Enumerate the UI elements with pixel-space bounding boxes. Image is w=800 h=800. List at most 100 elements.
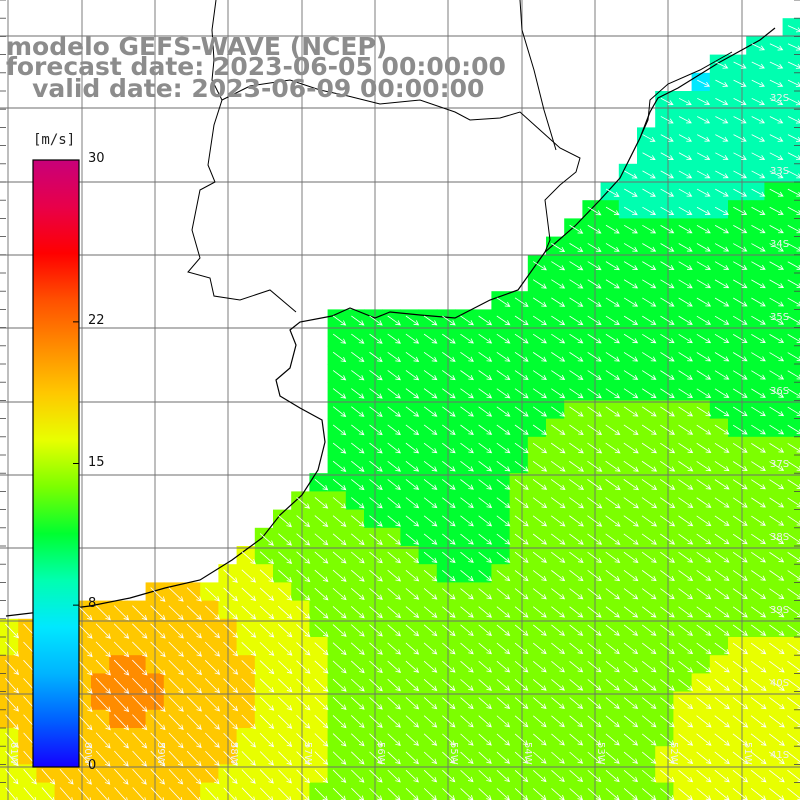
wind-arrow — [259, 787, 274, 800]
wind-arrow — [496, 352, 511, 362]
wind-arrow — [605, 588, 620, 600]
wind-arrow — [387, 569, 402, 582]
wind-arrow — [95, 696, 111, 713]
wind-arrow — [714, 660, 730, 673]
wind-arrow — [696, 751, 712, 765]
wind-arrow — [405, 624, 420, 637]
wind-arrow — [405, 479, 420, 490]
wind-arrow — [150, 623, 166, 639]
wind-arrow — [714, 606, 730, 618]
wind-arrow — [168, 623, 184, 639]
wind-arrow — [351, 733, 365, 747]
wind-arrow — [95, 768, 111, 785]
wind-arrow — [641, 588, 657, 600]
wind-arrow — [223, 660, 239, 675]
wind-arrow — [696, 697, 712, 710]
wind-arrow — [641, 679, 657, 691]
wind-arrow — [113, 659, 130, 676]
wind-arrow — [732, 533, 748, 545]
wind-arrow — [623, 697, 639, 710]
latitude-label: 40S — [770, 678, 789, 689]
border-line — [221, 79, 581, 253]
wind-arrow — [714, 406, 730, 417]
wind-arrow — [623, 588, 639, 600]
wind-arrow — [387, 697, 401, 710]
wind-cell — [0, 782, 19, 800]
wind-arrow — [587, 497, 603, 509]
wind-cell — [236, 782, 256, 800]
wind-arrow — [660, 697, 675, 710]
longitude-label: 53W — [595, 742, 606, 765]
wind-arrow — [460, 533, 474, 545]
wind-arrow — [514, 697, 529, 710]
wind-arrow — [605, 733, 620, 746]
wind-arrow — [751, 606, 767, 618]
wind-arrow — [569, 570, 584, 582]
wind-arrow — [369, 497, 383, 509]
wind-arrow — [387, 315, 401, 326]
wind-arrow — [423, 370, 438, 381]
wind-arrow — [532, 660, 547, 673]
wind-arrow — [186, 641, 203, 657]
wind-arrow — [551, 243, 566, 252]
wind-arrow — [660, 297, 675, 307]
wind-arrow — [314, 642, 329, 656]
wind-arrow — [77, 623, 93, 639]
wind-arrow — [587, 570, 602, 582]
wind-arrow — [278, 751, 293, 766]
wind-arrow — [423, 715, 438, 728]
wind-arrow — [641, 424, 657, 435]
wind-arrow — [442, 442, 456, 454]
wind-arrow — [460, 406, 474, 417]
wind-arrow — [496, 733, 511, 746]
wind-arrow — [369, 787, 383, 800]
wind-arrow — [460, 515, 474, 527]
wind-arrow — [351, 751, 365, 765]
wind-arrow — [113, 605, 130, 621]
wind-cell — [254, 782, 274, 800]
wind-arrow — [95, 659, 111, 676]
wind-arrow — [678, 515, 694, 527]
wind-arrow — [168, 587, 184, 602]
wind-arrow — [623, 315, 639, 325]
wind-arrow — [241, 696, 257, 712]
wind-arrow — [332, 751, 347, 765]
wind-arrow — [332, 660, 347, 674]
wind-arrow — [642, 370, 657, 380]
wind-arrow — [478, 751, 492, 764]
wind-cell — [36, 782, 56, 800]
wind-arrow — [733, 243, 748, 252]
wind-cell — [782, 728, 800, 747]
wind-arrow — [442, 515, 456, 527]
wind-arrow — [514, 479, 529, 490]
wind-arrow — [696, 206, 711, 215]
wind-arrow — [587, 352, 602, 362]
wind-arrow — [787, 570, 800, 581]
wind-arrow — [205, 750, 220, 767]
wind-arrow — [587, 715, 602, 728]
wind-arrow — [95, 641, 111, 658]
wind-arrow — [678, 352, 693, 362]
wind-arrow — [332, 678, 347, 692]
wind-arrow — [750, 660, 767, 673]
wind-arrow — [696, 570, 712, 581]
wind-arrow — [95, 714, 111, 731]
wind-arrow — [496, 370, 511, 381]
wind-arrow — [168, 678, 184, 694]
wind-arrow — [5, 678, 19, 694]
wind-arrow — [678, 225, 693, 234]
colorbar-gradient — [32, 159, 80, 768]
wind-arrow — [623, 261, 639, 271]
wind-arrow — [132, 696, 148, 713]
wind-cell — [491, 782, 511, 800]
wind-cell — [782, 18, 800, 37]
wind-arrow — [478, 352, 493, 362]
wind-arrow — [569, 679, 584, 691]
wind-arrow — [496, 570, 511, 582]
wind-arrow — [532, 570, 547, 582]
wind-arrow — [551, 660, 565, 673]
wind-arrow — [769, 606, 785, 618]
wind-cell — [509, 782, 529, 800]
wind-cell — [309, 782, 329, 800]
wind-arrow — [605, 624, 620, 636]
